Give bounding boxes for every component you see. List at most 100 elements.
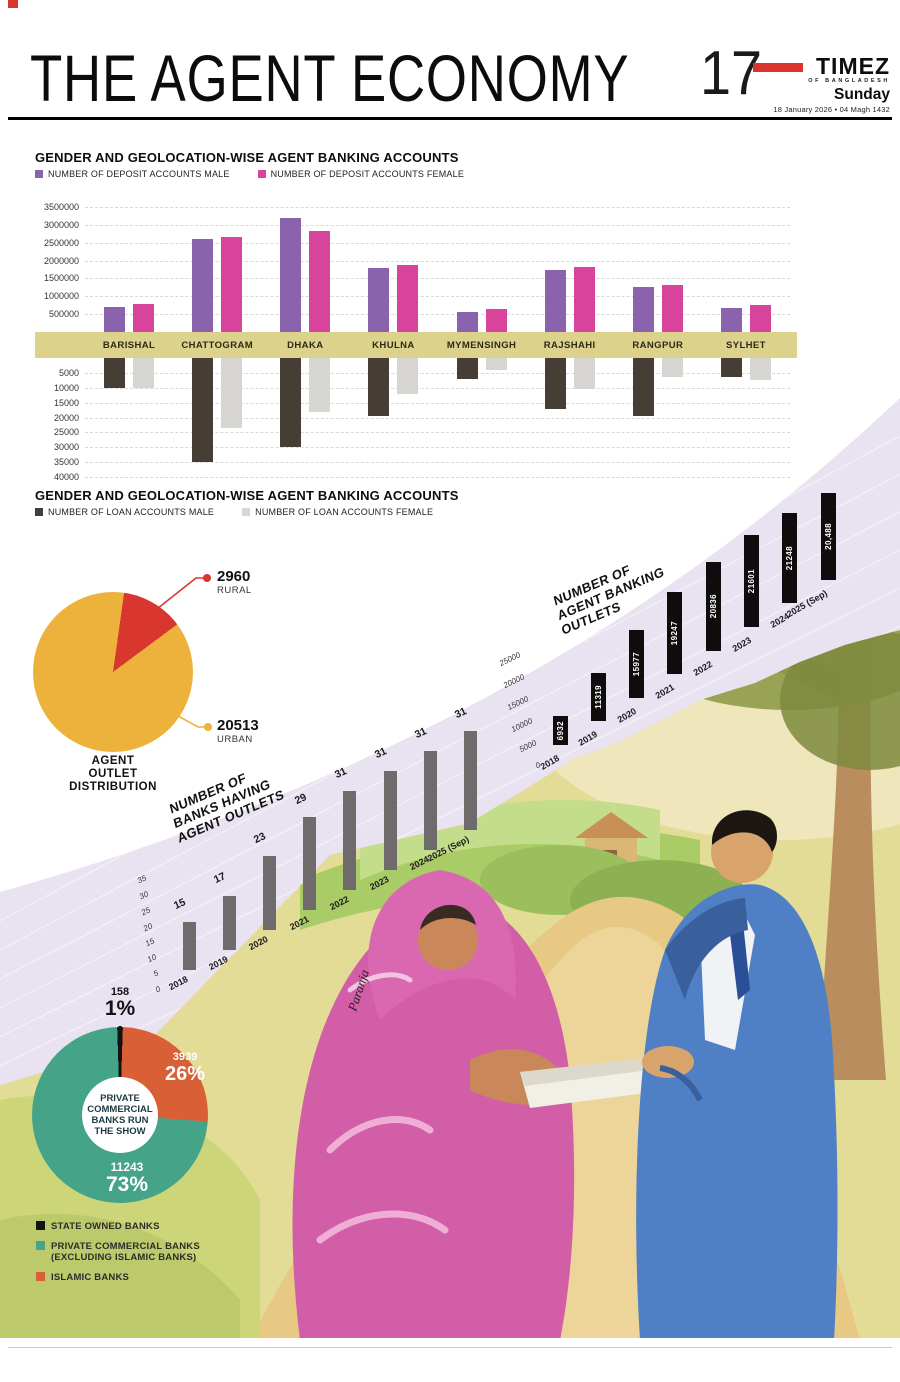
- y-axis-label: 20000: [502, 672, 526, 691]
- legend-item: NUMBER OF DEPOSIT ACCOUNTS MALE: [35, 169, 230, 179]
- bar-deposit-female: [133, 303, 155, 332]
- rotated-bar: [303, 817, 317, 910]
- rotated-bar: [744, 535, 759, 627]
- bar-deposit-male: [456, 312, 478, 332]
- bar-deposit-male: [544, 269, 566, 332]
- private-value: 11243: [110, 1160, 144, 1174]
- rural-label: RURAL: [217, 585, 252, 596]
- division-label: KHULNA: [372, 340, 415, 351]
- gridline: [85, 314, 790, 316]
- legend-item-state-owned: STATE OWNED BANKS: [36, 1221, 200, 1232]
- y-axis-label: 500000: [48, 309, 79, 320]
- bar-deposit-female: [397, 264, 419, 332]
- legend-item: NUMBER OF LOAN ACCOUNTS MALE: [35, 507, 214, 517]
- division-label: CHATTOGRAM: [181, 340, 254, 351]
- legend-label: STATE OWNED BANKS: [51, 1221, 160, 1232]
- state-owned-pct: 1%: [104, 997, 136, 1020]
- bar-value-text: 20,488: [823, 522, 833, 550]
- bar-value: 15977: [629, 630, 644, 698]
- legend-label: PRIVATE COMMERCIAL BANKS (EXCLUDING ISLA…: [51, 1241, 200, 1263]
- y-axis-label: 5000: [518, 738, 538, 755]
- pie-title-line: AGENT: [91, 755, 135, 767]
- legend-item: NUMBER OF LOAN ACCOUNTS FEMALE: [242, 507, 433, 517]
- rotated-bar: [423, 750, 437, 850]
- masthead-date: 18 January 2026 • 04 Magh 1432: [773, 105, 890, 114]
- pie-title-line: DISTRIBUTION: [69, 781, 157, 793]
- bar-deposit-male: [280, 217, 302, 332]
- legend-label: NUMBER OF DEPOSIT ACCOUNTS FEMALE: [270, 169, 465, 179]
- donut-center-line: BANKS RUN: [91, 1115, 149, 1126]
- gridline: [85, 242, 790, 244]
- gridline: [85, 278, 790, 280]
- legend-label: ISLAMIC BANKS: [51, 1272, 130, 1283]
- private-pct: 73%: [105, 1173, 149, 1196]
- bar-value: 21248: [782, 513, 797, 603]
- rotated-bar: [182, 922, 196, 970]
- division-label: DHAKA: [287, 340, 324, 351]
- bar-deposit-female: [749, 304, 771, 332]
- header-rule: [8, 117, 892, 120]
- legend-swatch-deposit-male: [35, 170, 43, 178]
- bar-loan-female: [133, 358, 155, 388]
- bar-value: 6932: [553, 716, 568, 745]
- bar-value: 21601: [744, 535, 759, 627]
- division-label: RAJSHAHI: [543, 340, 596, 351]
- bar-deposit-male: [368, 268, 390, 332]
- legend-item-private: PRIVATE COMMERCIAL BANKS (EXCLUDING ISLA…: [36, 1241, 200, 1263]
- bar-loan-male: [456, 358, 478, 379]
- y-axis-label: 2500000: [43, 237, 79, 248]
- islamic-pct: 26%: [164, 1063, 206, 1085]
- rural-value: 2960: [217, 568, 251, 585]
- urban-value: 20513: [217, 717, 259, 734]
- bar-deposit-female: [485, 309, 507, 332]
- state-owned-value: 158: [110, 986, 130, 998]
- man-customer: [636, 810, 838, 1338]
- agent-outlet-pie: [33, 592, 193, 752]
- bar-value-text: 21601: [747, 568, 756, 594]
- bar-deposit-female: [221, 237, 243, 332]
- bar-loan-female: [573, 358, 595, 390]
- y-axis-label: 35000: [53, 457, 79, 468]
- man-face: [711, 821, 773, 883]
- bar-loan-female: [397, 358, 419, 394]
- y-axis-label: 25000: [53, 427, 79, 438]
- woman-agent: [292, 870, 655, 1338]
- bar-loan-female: [485, 358, 507, 370]
- bar-value-text: 11319: [593, 685, 603, 710]
- masthead-day: Sunday: [834, 86, 890, 103]
- gridline: [85, 432, 790, 434]
- rotated-bar: [667, 592, 683, 675]
- blue-suit: [636, 884, 838, 1338]
- urban-label: URBAN: [217, 734, 253, 745]
- bar-value: 29: [292, 791, 309, 808]
- bar-value: 31: [332, 764, 349, 781]
- page-title: THE AGENT ECONOMY: [30, 41, 630, 115]
- bar-deposit-male: [104, 307, 126, 332]
- y-axis-label: 1500000: [43, 273, 79, 284]
- rotated-bar: [590, 673, 606, 722]
- bar-value-text: 19247: [670, 621, 680, 646]
- y-axis-label: 3000000: [43, 219, 79, 230]
- footer-rule: [8, 1347, 892, 1348]
- donut-center: PRIVATE COMMERCIAL BANKS RUN THE SHOW: [82, 1077, 158, 1153]
- gridline: [85, 224, 790, 226]
- bar-deposit-female: [573, 267, 595, 332]
- legend-label: NUMBER OF LOAN ACCOUNTS FEMALE: [255, 507, 434, 517]
- y-axis-label: 40000: [53, 472, 79, 482]
- loan-chart-legend: NUMBER OF LOAN ACCOUNTS MALE NUMBER OF L…: [35, 507, 433, 517]
- corner-mark: [8, 0, 18, 8]
- rotated-bar: [820, 492, 836, 580]
- rotated-bar: [343, 790, 357, 890]
- gridline: [85, 296, 790, 298]
- bar-loan-male: [544, 358, 566, 409]
- gridline: [85, 207, 790, 208]
- islamic-value: 3939: [172, 1051, 198, 1063]
- rotated-bar: [782, 513, 798, 604]
- bar-deposit-male: [720, 308, 742, 332]
- y-axis-label: 25000: [498, 650, 522, 669]
- rotated-bar: [383, 770, 397, 870]
- deposit-chart-title: GENDER AND GEOLOCATION-WISE AGENT BANKIN…: [35, 150, 459, 165]
